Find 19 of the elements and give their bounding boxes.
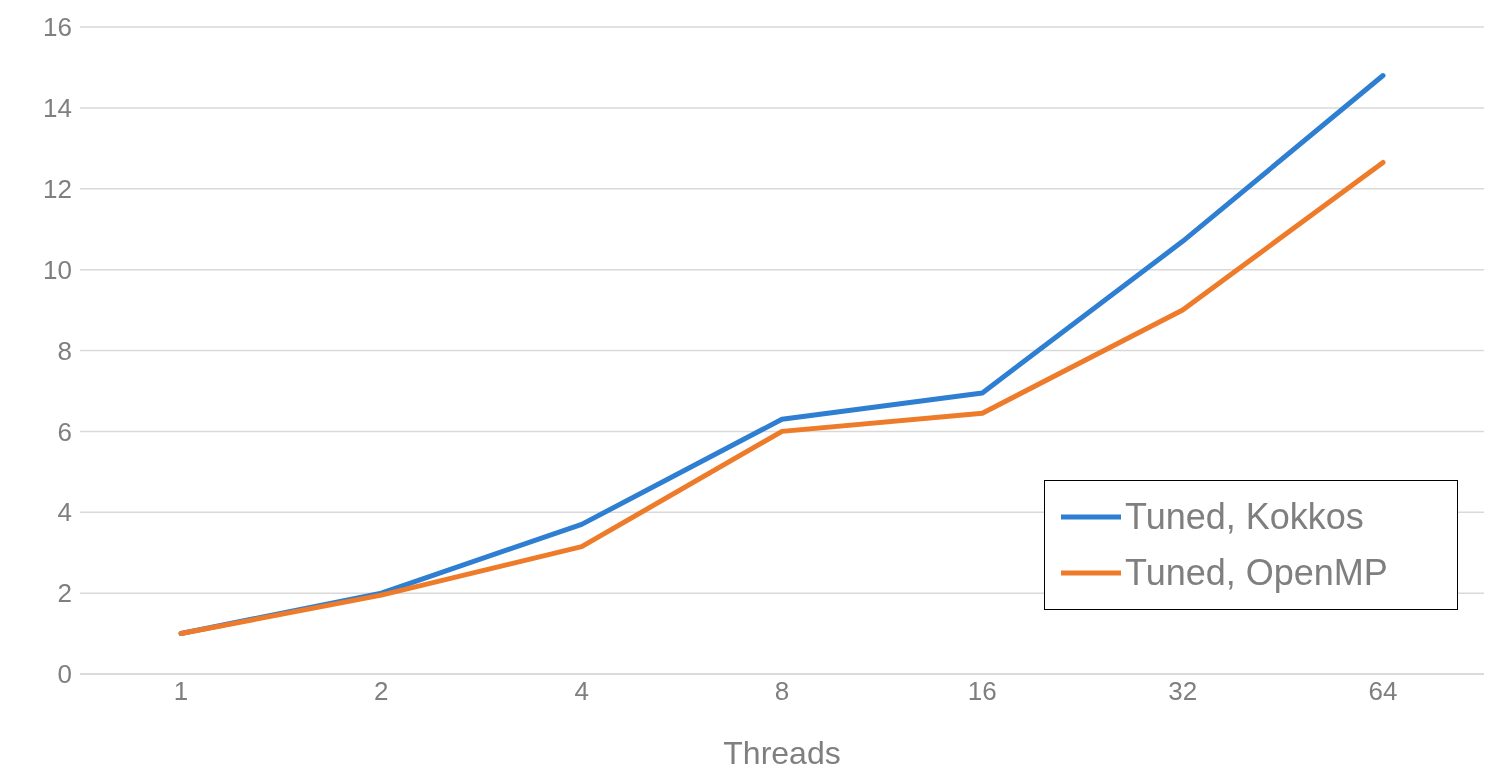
- y-tick-label: 10: [43, 254, 72, 285]
- x-tick-label: 4: [574, 676, 589, 707]
- x-tick-label: 32: [1168, 676, 1198, 707]
- y-tick-label: 0: [57, 659, 72, 690]
- x-tick-label: 2: [374, 676, 389, 707]
- x-axis-title: Threads: [723, 735, 841, 771]
- x-tick-label: 16: [967, 676, 997, 707]
- y-tick-label: 14: [43, 93, 72, 124]
- legend-label: Tuned, Kokkos: [1125, 496, 1364, 538]
- x-tick-label: 1: [173, 676, 189, 707]
- x-tick-label: 8: [774, 676, 790, 707]
- legend-label: Tuned, OpenMP: [1125, 552, 1388, 594]
- y-tick-label: 16: [43, 12, 72, 43]
- x-tick-label: 64: [1368, 676, 1398, 707]
- y-tick-label: 6: [57, 416, 72, 447]
- y-tick-label: 12: [43, 173, 72, 204]
- y-tick-label: 4: [57, 497, 72, 528]
- y-tick-label: 2: [57, 578, 72, 609]
- y-tick-label: 8: [57, 335, 72, 366]
